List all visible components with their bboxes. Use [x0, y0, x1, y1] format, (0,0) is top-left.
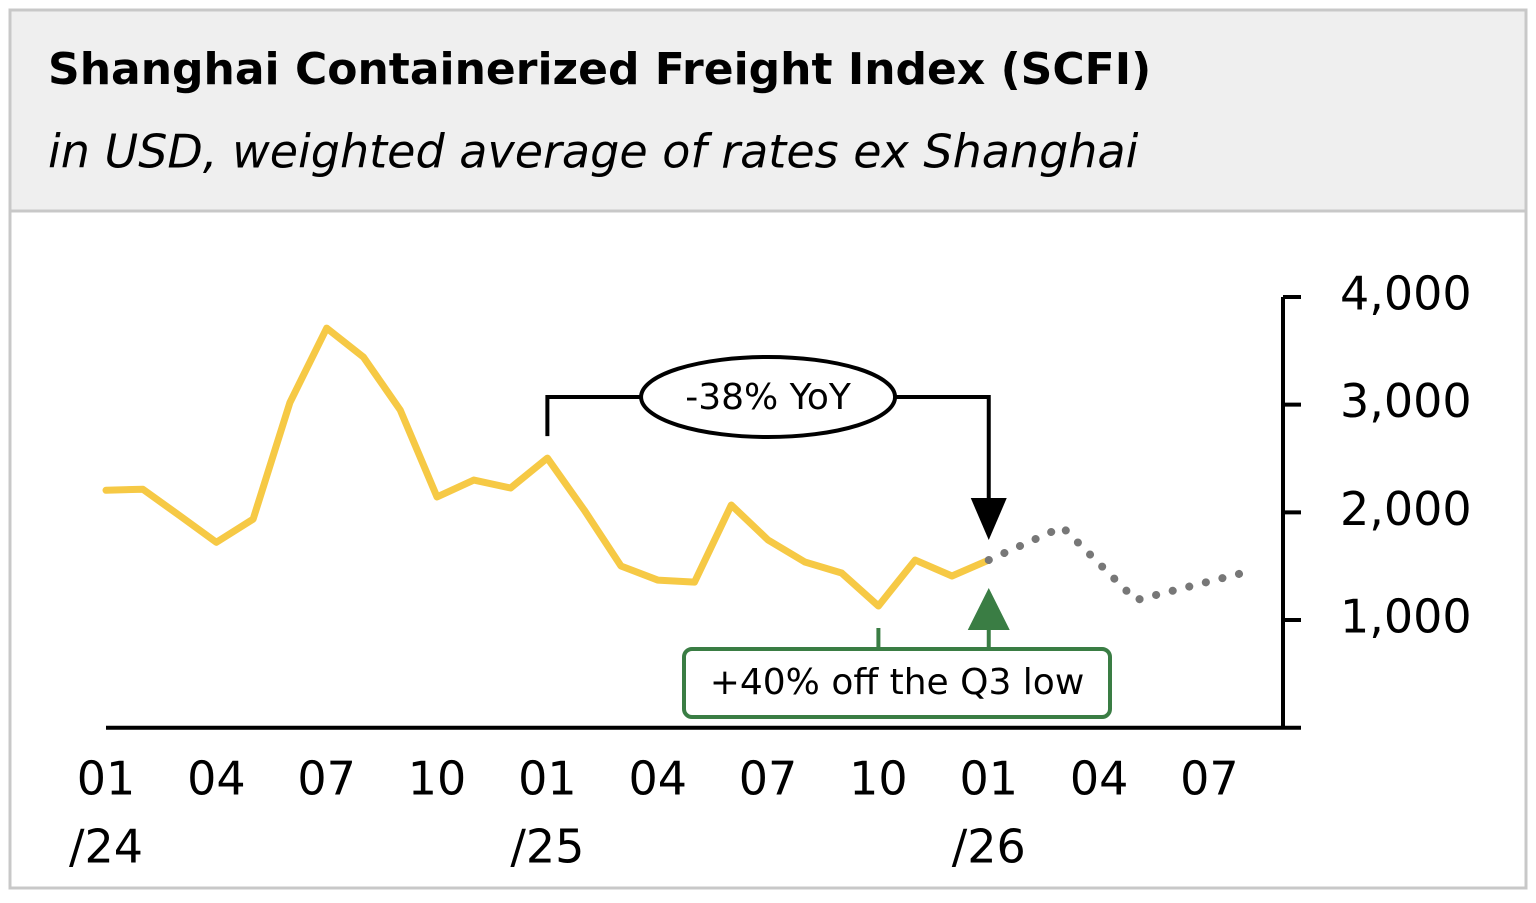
rise-label: +40% off the Q3 low [710, 662, 1085, 703]
x-tick-label: 10 [408, 752, 467, 806]
yoy-bubble [639, 355, 898, 439]
header-band [11, 11, 1525, 211]
x-tick-label: 10 [849, 752, 908, 806]
yoy-arrowhead [970, 498, 1007, 541]
y-tick-label: 3,000 [1340, 374, 1472, 428]
x-tick-label: 04 [187, 752, 246, 806]
y-tick-label: 1,000 [1340, 590, 1472, 644]
x-tick-label: 01 [77, 752, 136, 806]
y-tick-label: 4,000 [1340, 267, 1472, 321]
x-tick-year: /24 [69, 820, 143, 874]
x-tick-year: /25 [510, 820, 584, 874]
x-tick-label: 01 [959, 752, 1018, 806]
chart-subtitle: in USD, weighted average of rates ex Sha… [48, 125, 1139, 179]
rise-arrowhead [967, 588, 1010, 630]
yoy-label: -38% YoY [685, 377, 852, 418]
y-tick-label: 2,000 [1340, 482, 1472, 536]
x-tick-year: /26 [952, 820, 1026, 874]
x-tick-label: 07 [297, 752, 356, 806]
x-tick-label: 01 [518, 752, 577, 806]
series-line [984, 522, 1251, 605]
x-tick-label: 04 [1070, 752, 1129, 806]
chart-title: Shanghai Containerized Freight Index (SC… [48, 44, 1151, 95]
x-tick-label: 04 [628, 752, 687, 806]
series-line [102, 324, 993, 610]
rise-box [682, 647, 1112, 719]
x-tick-label: 07 [1180, 752, 1239, 806]
x-tick-label: 07 [739, 752, 798, 806]
